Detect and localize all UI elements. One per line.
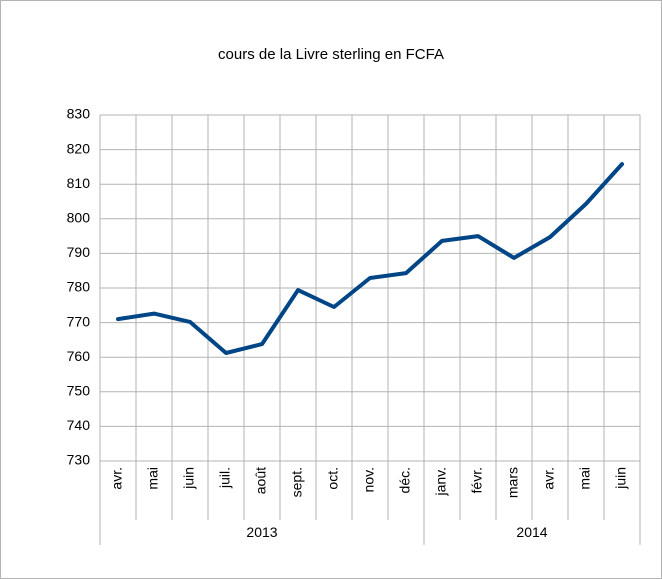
x-tick-label: juil. [217,467,233,489]
y-tick-label: 740 [67,417,91,433]
x-tick-label: avr. [109,467,125,490]
x-group-label: 2013 [246,524,277,540]
y-tick-label: 760 [67,348,91,364]
x-tick-label: mars [505,467,521,498]
x-tick-label: juin [613,467,629,490]
x-tick-label: août [253,467,269,494]
y-tick-label: 780 [67,279,91,295]
x-tick-label: mai [145,467,161,490]
x-tick-label: févr. [469,467,485,493]
y-tick-label: 830 [67,106,91,122]
y-tick-label: 820 [67,140,91,156]
y-tick-label: 810 [67,175,91,191]
x-group-label: 2014 [516,524,547,540]
y-tick-label: 800 [67,210,91,226]
x-tick-label: avr. [541,467,557,490]
x-tick-label: sept. [289,467,305,497]
x-tick-label: mai [577,467,593,490]
x-tick-label: déc. [397,467,413,493]
y-tick-label: 770 [67,313,91,329]
x-tick-label: oct. [325,467,341,490]
y-tick-label: 790 [67,244,91,260]
y-tick-label: 730 [67,452,91,468]
y-tick-label: 750 [67,383,91,399]
x-tick-label: juin [181,467,197,490]
x-tick-label: janv. [433,467,449,497]
chart-title: cours de la Livre sterling en FCFA [218,46,444,63]
data-line [116,162,624,355]
x-tick-label: nov. [361,467,377,492]
